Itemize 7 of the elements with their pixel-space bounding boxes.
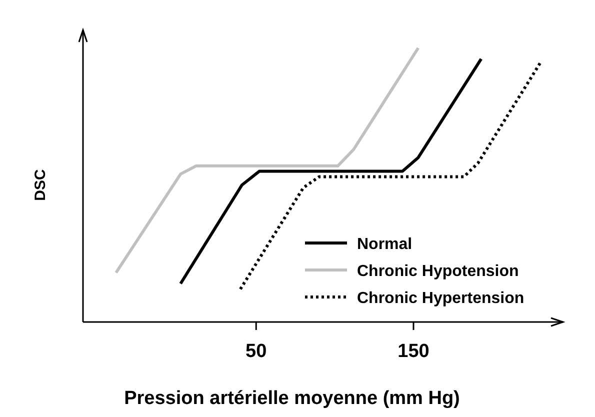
x-tick-label: 50 [246,341,267,362]
legend-label: Chronic Hypertension [357,290,524,307]
legend-label: Normal [357,236,412,253]
x-tick-label: 150 [398,341,430,362]
x-axis-title: Pression artérielle moyenne (mm Hg) [124,388,460,409]
y-axis-title: DSC [32,169,49,201]
legend-label: Chronic Hypotension [357,263,519,280]
